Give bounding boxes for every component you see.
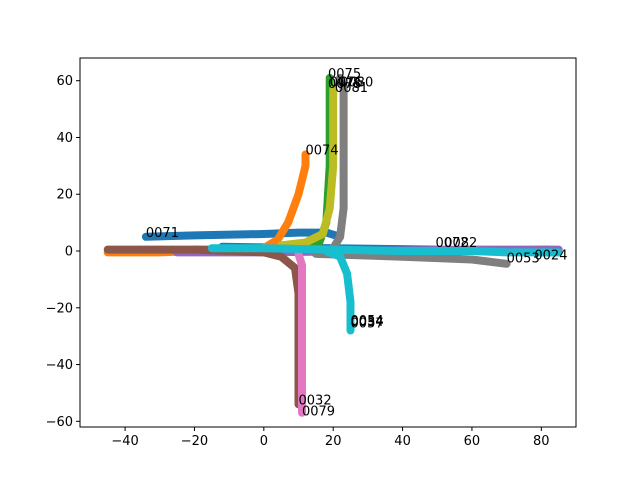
track-label: 0032 <box>299 393 332 408</box>
series-track-11 <box>207 244 563 257</box>
series-track-7 <box>294 249 306 417</box>
x-tick-label: −20 <box>181 434 208 449</box>
x-tick-label: 60 <box>464 434 481 449</box>
y-tick-label: −60 <box>46 415 73 430</box>
track-label: 0081 <box>335 81 368 96</box>
track-label: 0074 <box>305 144 338 159</box>
track-label: 0072 <box>436 236 469 251</box>
x-tick-label: 0 <box>260 434 268 449</box>
series-layer <box>103 73 563 417</box>
series-track-12 <box>322 247 355 335</box>
x-tick-label: −40 <box>111 434 138 449</box>
series-track-10 <box>277 85 338 250</box>
track-label: 0071 <box>146 226 179 241</box>
y-tick-label: 20 <box>56 188 73 203</box>
track-label: 0078 <box>328 77 361 92</box>
y-tick-label: 40 <box>56 131 73 146</box>
plot-frame <box>79 57 577 428</box>
track-label: 0057 <box>351 317 384 332</box>
track-label: 0075 <box>328 67 361 82</box>
series-track-9 <box>311 249 511 268</box>
track-label: 0054 <box>351 314 384 329</box>
y-tick-label: 60 <box>56 74 73 89</box>
x-tick-label: 40 <box>394 434 411 449</box>
track-label: 0080 <box>340 75 373 90</box>
track-label: 0024 <box>534 249 567 264</box>
series-track-8 <box>329 73 348 253</box>
y-tick-label: 0 <box>65 245 73 260</box>
x-tick-label: 80 <box>533 434 550 449</box>
y-tick-label: −20 <box>46 301 73 316</box>
track-label: 0034 <box>351 315 384 330</box>
series-track-6 <box>103 245 303 409</box>
track-label: 0076 <box>330 75 363 90</box>
y-tick-label: −40 <box>46 358 73 373</box>
track-label: 0079 <box>302 405 335 420</box>
track-label: 0053 <box>507 251 540 266</box>
x-axis: −40 −20 0 20 40 60 80 <box>111 427 550 449</box>
x-tick-label: 20 <box>325 434 342 449</box>
y-axis: −60 −40 −20 0 20 40 60 <box>46 74 80 430</box>
track-label: 0082 <box>444 236 477 251</box>
